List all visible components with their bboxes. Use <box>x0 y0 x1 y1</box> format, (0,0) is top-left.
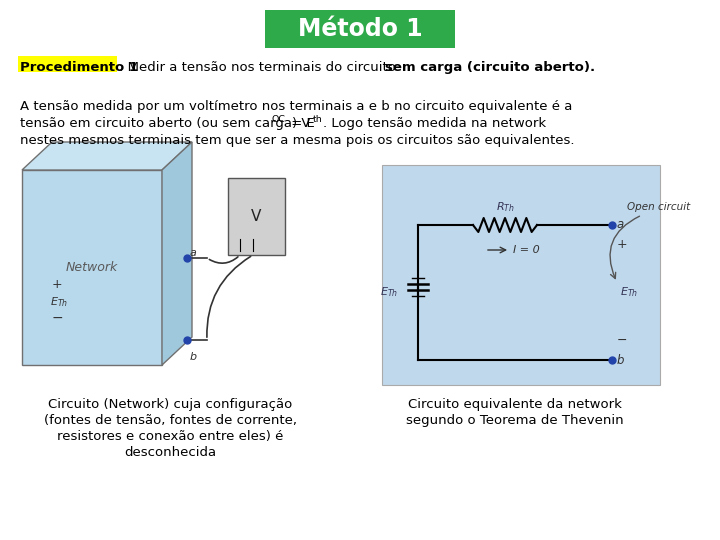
Text: sem carga (circuito aberto).: sem carga (circuito aberto). <box>385 61 595 74</box>
Text: OC: OC <box>272 115 286 124</box>
Text: a: a <box>190 248 197 258</box>
Text: resistores e conexão entre eles) é: resistores e conexão entre eles) é <box>57 430 283 443</box>
Text: −: − <box>617 334 628 347</box>
Text: V: V <box>251 209 261 224</box>
Text: −: − <box>52 311 63 325</box>
FancyBboxPatch shape <box>265 10 455 48</box>
Text: b: b <box>190 352 197 362</box>
Polygon shape <box>22 142 192 170</box>
Text: $E_{Th}$: $E_{Th}$ <box>50 295 68 309</box>
Text: = E: = E <box>287 117 315 130</box>
FancyBboxPatch shape <box>382 165 660 385</box>
Polygon shape <box>162 142 192 365</box>
Text: Circuito (Network) cuja configuração: Circuito (Network) cuja configuração <box>48 398 292 411</box>
Text: Procedimento 1: Procedimento 1 <box>20 61 138 74</box>
FancyBboxPatch shape <box>228 178 285 255</box>
Text: $E_{Th}$: $E_{Th}$ <box>620 286 638 299</box>
Text: : Medir a tensão nos terminais do circuito: : Medir a tensão nos terminais do circui… <box>119 61 400 74</box>
Text: b: b <box>617 354 624 367</box>
FancyBboxPatch shape <box>18 56 117 72</box>
Text: Método 1: Método 1 <box>297 17 423 41</box>
Text: desconhecida: desconhecida <box>124 446 216 459</box>
Text: tensão em circuito aberto (ou sem carga) V: tensão em circuito aberto (ou sem carga)… <box>20 117 310 130</box>
Text: th: th <box>313 115 323 124</box>
Text: Network: Network <box>66 261 118 274</box>
Text: a: a <box>617 219 624 232</box>
Text: +: + <box>52 279 63 292</box>
Text: A tensão medida por um voltímetro nos terminais a e b no circuito equivalente é : A tensão medida por um voltímetro nos te… <box>20 100 572 113</box>
Text: +: + <box>617 239 628 252</box>
Text: segundo o Teorema de Thevenin: segundo o Teorema de Thevenin <box>406 414 624 427</box>
Text: . Logo tensão medida na network: . Logo tensão medida na network <box>323 117 546 130</box>
Text: Open circuit: Open circuit <box>627 202 690 212</box>
Text: $R_{Th}$: $R_{Th}$ <box>495 200 514 214</box>
Text: (fontes de tensão, fontes de corrente,: (fontes de tensão, fontes de corrente, <box>43 414 297 427</box>
Text: Circuito equivalente da network: Circuito equivalente da network <box>408 398 622 411</box>
Text: nestes mesmos terminais tem que ser a mesma pois os circuitos são equivalentes.: nestes mesmos terminais tem que ser a me… <box>20 134 575 147</box>
Polygon shape <box>22 170 162 365</box>
Text: I = 0: I = 0 <box>513 245 540 255</box>
Text: $E_{Th}$: $E_{Th}$ <box>380 285 398 299</box>
